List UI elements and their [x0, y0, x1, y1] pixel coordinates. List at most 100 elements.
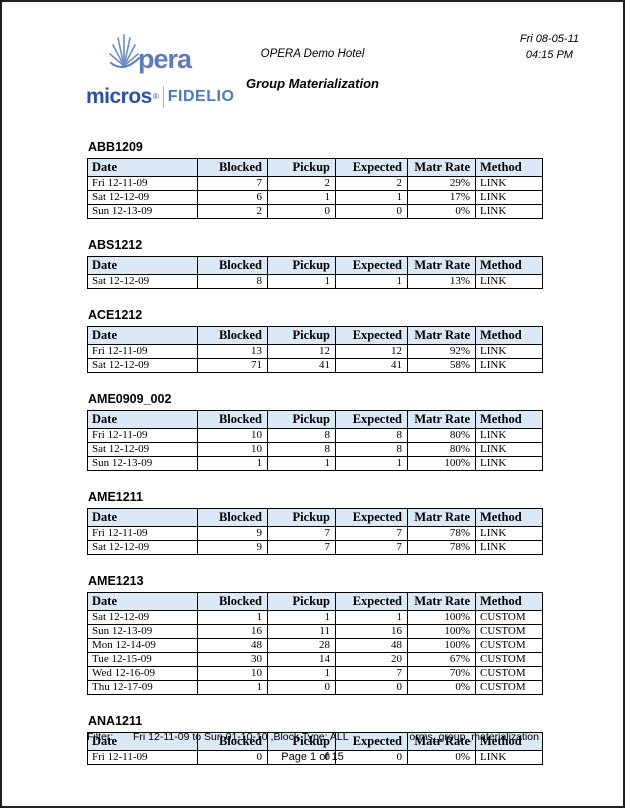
cell-expected: 0 [335, 680, 408, 695]
cell-blocked: 10 [197, 428, 268, 443]
cell-blocked: 1 [197, 680, 268, 695]
cell-matr-rate: 78% [407, 526, 476, 541]
cell-method: LINK [475, 204, 543, 219]
cell-date: Mon 12-14-09 [87, 638, 198, 653]
hotel-name: OPERA Demo Hotel [260, 48, 365, 60]
col-header-method: Method [475, 256, 543, 275]
cell-pickup: 0 [267, 204, 336, 219]
cell-pickup: 12 [267, 344, 336, 359]
group-title: AME1213 [88, 574, 144, 588]
table-header-row: Date Blocked Pickup Expected Matr Rate Method [87, 508, 543, 527]
cell-expected: 8 [335, 442, 408, 457]
cell-expected: 1 [335, 610, 408, 625]
col-header-pickup: Pickup [267, 256, 336, 275]
cell-matr-rate: 67% [407, 652, 476, 667]
cell-pickup: 7 [267, 526, 336, 541]
cell-blocked: 71 [197, 358, 268, 373]
cell-matr-rate: 29% [407, 176, 476, 191]
report-title: Group Materialization [246, 76, 379, 91]
cell-date: Sat 12-12-09 [87, 190, 198, 205]
col-header-expected: Expected [335, 158, 408, 177]
cell-method: LINK [475, 456, 543, 471]
cell-pickup: 8 [267, 442, 336, 457]
print-datetime: Fri 08-05-11 04:15 PM [520, 32, 579, 64]
cell-pickup: 1 [267, 190, 336, 205]
cell-pickup: 28 [267, 638, 336, 653]
col-header-pickup: Pickup [267, 592, 336, 611]
cell-date: Sat 12-12-09 [87, 442, 198, 457]
cell-pickup: 1 [267, 456, 336, 471]
group-table: Date Blocked Pickup Expected Matr Rate Method… [87, 732, 543, 765]
cell-method: LINK [475, 176, 543, 191]
registered-mark-icon: ® [152, 92, 159, 101]
cell-matr-rate: 80% [407, 442, 476, 457]
cell-matr-rate: 100% [407, 624, 476, 639]
cell-matr-rate: 0% [407, 204, 476, 219]
table-row: Sat 12-12-09 6 1 1 17% LINK [87, 190, 543, 205]
col-header-date: Date [87, 732, 198, 751]
page-info: Page 1 of 15 [281, 751, 344, 763]
cell-expected: 41 [335, 358, 408, 373]
filter-label: Filter: [87, 731, 114, 743]
cell-pickup: 1 [267, 610, 336, 625]
cell-date: Sun 12-13-09 [87, 204, 198, 219]
opera-fan-icon [109, 34, 140, 68]
table-row: Thu 12-17-09 1 0 0 0% CUSTOM [87, 680, 543, 695]
cell-matr-rate: 80% [407, 428, 476, 443]
col-header-blocked: Blocked [197, 732, 268, 751]
cell-blocked: 30 [197, 652, 268, 667]
cell-date: Fri 12-11-09 [87, 176, 198, 191]
cell-expected: 7 [335, 526, 408, 541]
col-header-method: Method [475, 732, 543, 751]
group-section-ame1213: AME1213 Date Blocked Pickup Expected Matr Ra… [87, 574, 543, 695]
cell-expected: 20 [335, 652, 408, 667]
table-row: Sat 12-12-09 9 7 7 78% LINK [87, 540, 543, 555]
cell-date: Wed 12-16-09 [87, 666, 198, 681]
cell-blocked: 9 [197, 526, 268, 541]
group-title: ANA1211 [88, 714, 143, 728]
cell-matr-rate: 0% [407, 680, 476, 695]
group-title: ABS1212 [88, 238, 143, 252]
group-table: Date Blocked Pickup Expected Matr Rate Method… [87, 158, 543, 219]
cell-matr-rate: 70% [407, 666, 476, 681]
table-header-row: Date Blocked Pickup Expected Matr Rate Method [87, 732, 543, 751]
cell-blocked: 48 [197, 638, 268, 653]
table-row: Fri 12-11-09 0 0 0 0% LINK [87, 750, 543, 765]
table-row: Sun 12-13-09 2 0 0 0% LINK [87, 204, 543, 219]
print-date: Fri 08-05-11 [519, 33, 579, 45]
col-header-matr-rate: Matr Rate [407, 326, 476, 345]
cell-matr-rate: 100% [407, 638, 476, 653]
group-table: Date Blocked Pickup Expected Matr Rate Method… [87, 326, 543, 373]
col-header-matr-rate: Matr Rate [407, 410, 476, 429]
opera-logo: pera [105, 30, 192, 73]
cell-method: LINK [475, 526, 543, 541]
cell-date: Sat 12-12-09 [87, 610, 198, 625]
col-header-pickup: Pickup [267, 410, 336, 429]
table-row: Fri 12-11-09 9 7 7 78% LINK [87, 526, 543, 541]
col-header-matr-rate: Matr Rate [407, 158, 476, 177]
cell-blocked: 10 [197, 666, 268, 681]
table-row: Sat 12-12-09 1 1 1 100% CUSTOM [87, 610, 543, 625]
cell-method: CUSTOM [475, 638, 543, 653]
cell-matr-rate: 100% [407, 610, 476, 625]
cell-date: Sat 12-12-09 [87, 358, 198, 373]
cell-pickup: 41 [267, 358, 336, 373]
cell-date: Sat 12-12-09 [87, 540, 198, 555]
cell-method: LINK [475, 540, 543, 555]
col-header-method: Method [475, 326, 543, 345]
cell-method: LINK [475, 442, 543, 457]
cell-date: Fri 12-11-09 [87, 526, 198, 541]
group-table: Date Blocked Pickup Expected Matr Rate Method… [87, 592, 543, 695]
cell-expected: 1 [335, 274, 408, 289]
group-section-abs1212: ABS1212 Date Blocked Pickup Expected Matr Ra… [87, 238, 543, 289]
col-header-expected: Expected [335, 592, 408, 611]
table-row: Sun 12-13-09 16 11 16 100% CUSTOM [87, 624, 543, 639]
micros-fidelio-logo: micros ® FIDELIO [86, 86, 234, 108]
table-row: Sat 12-12-09 10 8 8 80% LINK [87, 442, 543, 457]
table-row: Sat 12-12-09 71 41 41 58% LINK [87, 358, 543, 373]
col-header-matr-rate: Matr Rate [407, 732, 476, 751]
col-header-expected: Expected [335, 326, 408, 345]
col-header-date: Date [87, 410, 198, 429]
group-section-abb1209: ABB1209 Date Blocked Pickup Expected Matr Ra… [87, 140, 543, 219]
